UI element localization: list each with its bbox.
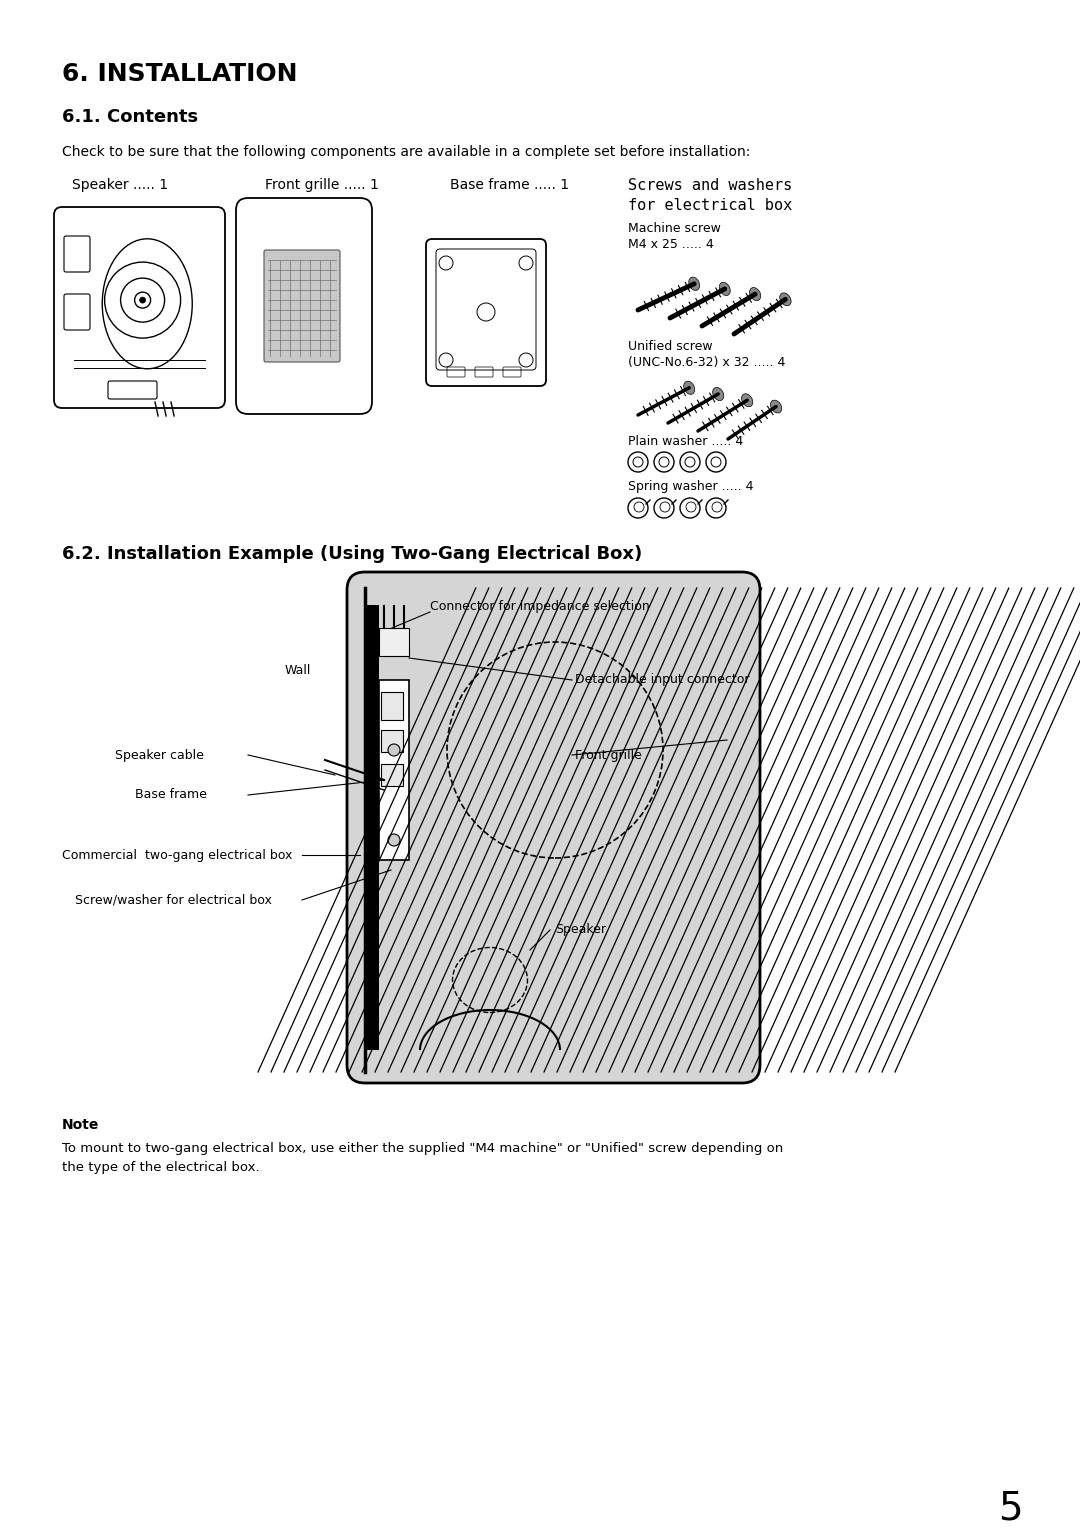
Bar: [278, 588, 365, 1073]
Text: Check to be sure that the following components are available in a complete set b: Check to be sure that the following comp…: [62, 145, 751, 159]
FancyBboxPatch shape: [264, 251, 340, 362]
Text: M4 x 25 ..... 4: M4 x 25 ..... 4: [627, 238, 714, 251]
Text: Commercial  two-gang electrical box: Commercial two-gang electrical box: [62, 848, 293, 862]
Text: Spring washer ..... 4: Spring washer ..... 4: [627, 480, 754, 494]
Text: Speaker cable: Speaker cable: [114, 749, 204, 761]
Ellipse shape: [770, 400, 782, 413]
Circle shape: [654, 452, 674, 472]
Circle shape: [706, 452, 726, 472]
Ellipse shape: [742, 394, 753, 406]
Text: Front grille: Front grille: [575, 749, 642, 761]
Ellipse shape: [750, 287, 760, 301]
Circle shape: [438, 257, 453, 270]
Text: Detachable input connector: Detachable input connector: [575, 674, 750, 686]
Text: Speaker: Speaker: [555, 923, 606, 937]
Text: Speaker ..... 1: Speaker ..... 1: [72, 177, 168, 193]
Ellipse shape: [689, 277, 700, 290]
Bar: [379, 680, 409, 860]
Circle shape: [477, 303, 495, 321]
Circle shape: [519, 257, 534, 270]
Circle shape: [633, 457, 643, 468]
Circle shape: [685, 457, 696, 468]
Circle shape: [139, 296, 146, 303]
Circle shape: [711, 457, 721, 468]
Bar: [381, 692, 403, 720]
Circle shape: [680, 452, 700, 472]
Circle shape: [627, 452, 648, 472]
Circle shape: [519, 353, 534, 367]
Text: Unified screw: Unified screw: [627, 341, 713, 353]
Ellipse shape: [684, 380, 694, 394]
Bar: [381, 730, 403, 752]
FancyBboxPatch shape: [54, 206, 225, 408]
Ellipse shape: [713, 388, 724, 400]
Circle shape: [388, 744, 400, 756]
Text: Plain washer ..... 4: Plain washer ..... 4: [627, 435, 743, 448]
FancyBboxPatch shape: [237, 199, 372, 414]
Ellipse shape: [719, 283, 730, 295]
Text: Front grille ..... 1: Front grille ..... 1: [265, 177, 379, 193]
Bar: [365, 605, 379, 1050]
Text: Base frame: Base frame: [135, 788, 207, 802]
Circle shape: [659, 457, 669, 468]
Text: Machine screw: Machine screw: [627, 222, 720, 235]
Text: for electrical box: for electrical box: [627, 199, 793, 212]
Text: Wall: Wall: [285, 663, 311, 677]
Circle shape: [388, 834, 400, 847]
Text: To mount to two-gang electrical box, use either the supplied "M4 machine" or "Un: To mount to two-gang electrical box, use…: [62, 1141, 783, 1174]
Text: 6. INSTALLATION: 6. INSTALLATION: [62, 63, 297, 86]
Text: Note: Note: [62, 1118, 99, 1132]
Text: 6.1. Contents: 6.1. Contents: [62, 108, 198, 125]
Ellipse shape: [780, 293, 792, 306]
Bar: [381, 764, 403, 785]
Text: Connector for impedance selection: Connector for impedance selection: [430, 601, 650, 613]
Text: Screw/washer for electrical box: Screw/washer for electrical box: [75, 894, 272, 906]
Text: Screws and washers: Screws and washers: [627, 177, 793, 193]
Text: 5: 5: [998, 1490, 1023, 1528]
Circle shape: [438, 353, 453, 367]
FancyBboxPatch shape: [426, 238, 546, 387]
Text: Base frame ..... 1: Base frame ..... 1: [450, 177, 569, 193]
Text: 6.2. Installation Example (Using Two-Gang Electrical Box): 6.2. Installation Example (Using Two-Gan…: [62, 545, 643, 562]
Bar: [379, 628, 409, 656]
Text: (UNC-No.6-32) x 32 ..... 4: (UNC-No.6-32) x 32 ..... 4: [627, 356, 785, 368]
FancyBboxPatch shape: [347, 571, 760, 1083]
